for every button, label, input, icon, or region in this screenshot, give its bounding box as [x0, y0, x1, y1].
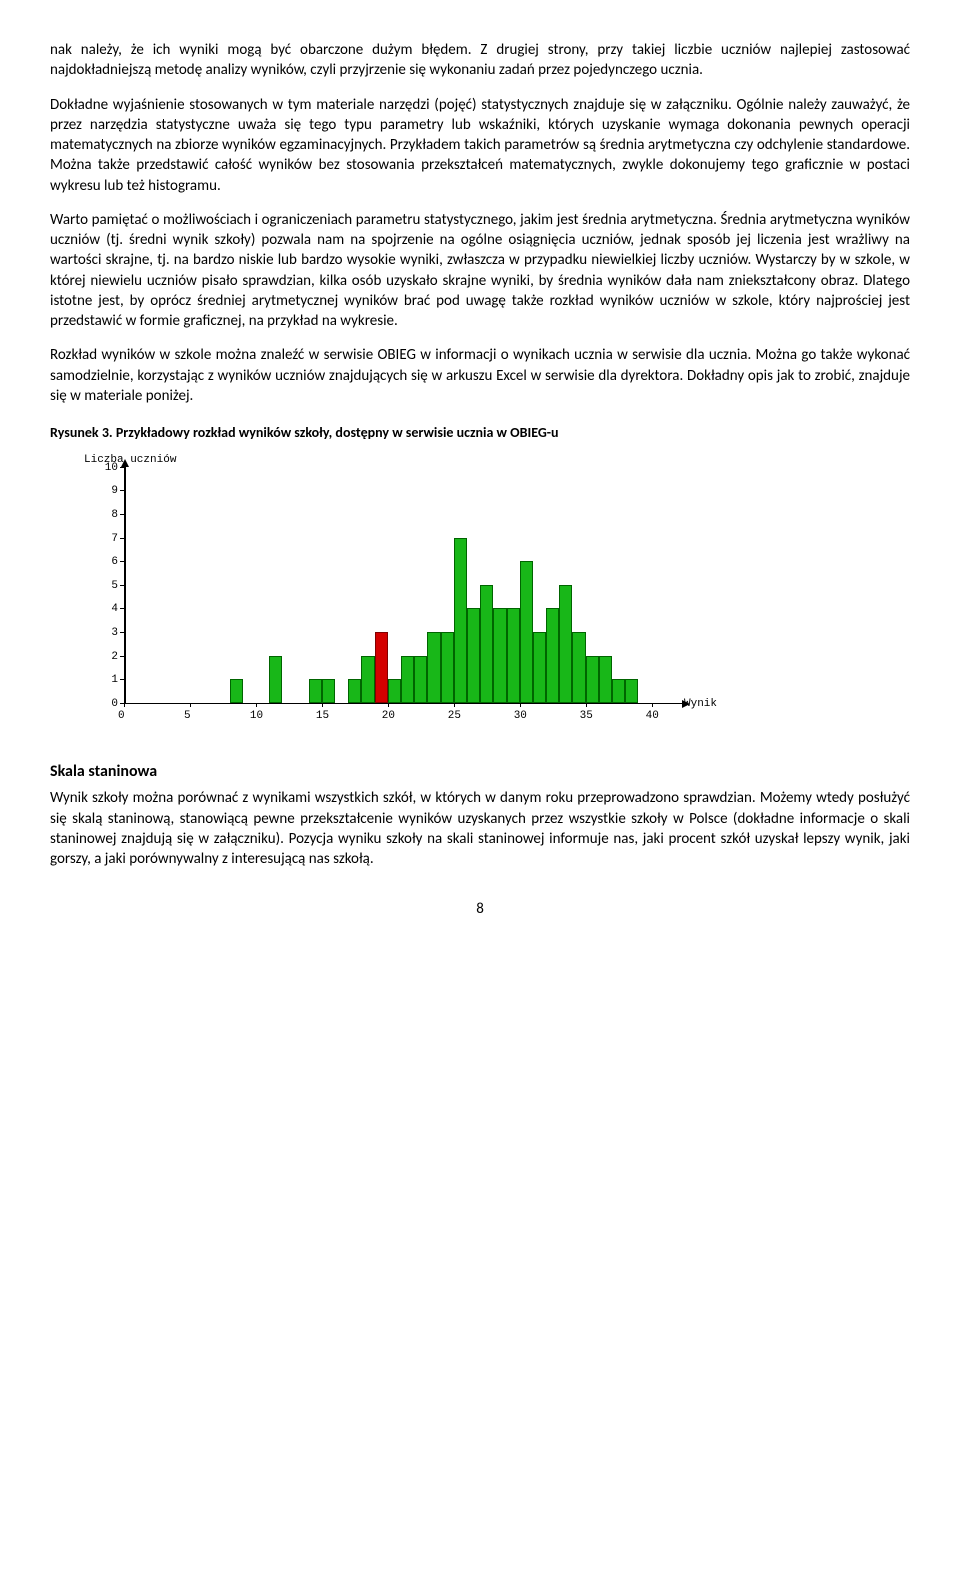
histogram-bar: [322, 679, 335, 703]
y-tick-label: 6: [94, 555, 118, 570]
histogram-bar: [533, 632, 546, 703]
x-tick-label: 20: [382, 709, 395, 724]
page-number: 8: [50, 899, 910, 919]
x-tick-label: 15: [316, 709, 329, 724]
y-tick-label: 8: [94, 508, 118, 523]
x-tick-label: 0: [118, 709, 125, 724]
histogram-bar: [507, 608, 520, 702]
y-tick-label: 1: [94, 673, 118, 688]
body-paragraph: nak należy, że ich wyniki mogą być obarc…: [50, 40, 910, 81]
histogram-figure: Liczba uczniówWynik012345678910051015202…: [78, 453, 910, 733]
histogram-bar: [546, 608, 559, 702]
section-heading: Skala staninowa: [50, 761, 910, 783]
histogram-bar-highlight: [375, 632, 388, 703]
figure-caption: Rysunek 3. Przykładowy rozkład wyników s…: [50, 424, 910, 443]
histogram-bar: [467, 608, 480, 702]
y-tick-label: 5: [94, 579, 118, 594]
histogram-chart: Liczba uczniówWynik012345678910051015202…: [78, 453, 718, 733]
y-tick-label: 2: [94, 650, 118, 665]
x-tick-label: 30: [514, 709, 527, 724]
body-paragraph: Dokładne wyjaśnienie stosowanych w tym m…: [50, 95, 910, 196]
histogram-bar: [599, 656, 612, 703]
histogram-bar: [361, 656, 374, 703]
y-tick-label: 7: [94, 532, 118, 547]
y-tick-label: 4: [94, 602, 118, 617]
histogram-bar: [414, 656, 427, 703]
histogram-bar: [427, 632, 440, 703]
histogram-bar: [559, 585, 572, 703]
histogram-bar: [493, 608, 506, 702]
histogram-bar: [612, 679, 625, 703]
body-paragraph: Warto pamiętać o możliwościach i ogranic…: [50, 210, 910, 332]
histogram-bar: [572, 632, 585, 703]
histogram-bar: [625, 679, 638, 703]
x-tick-label: 5: [184, 709, 191, 724]
x-tick-label: 35: [580, 709, 593, 724]
histogram-bar: [586, 656, 599, 703]
y-tick-label: 10: [94, 461, 118, 476]
histogram-bar: [230, 679, 243, 703]
x-tick-label: 40: [646, 709, 659, 724]
x-tick-label: 25: [448, 709, 461, 724]
y-tick-label: 9: [94, 484, 118, 499]
histogram-bar: [454, 538, 467, 703]
histogram-bar: [441, 632, 454, 703]
histogram-bar: [401, 656, 414, 703]
body-paragraph: Wynik szkoły można porównać z wynikami w…: [50, 788, 910, 869]
histogram-bar: [348, 679, 361, 703]
histogram-bar: [269, 656, 282, 703]
y-tick-label: 3: [94, 626, 118, 641]
histogram-bar: [480, 585, 493, 703]
histogram-bar: [388, 679, 401, 703]
body-paragraph: Rozkład wyników w szkole można znaleźć w…: [50, 345, 910, 406]
histogram-bar: [520, 561, 533, 703]
y-tick-label: 0: [94, 697, 118, 712]
x-tick-label: 10: [250, 709, 263, 724]
histogram-bar: [309, 679, 322, 703]
